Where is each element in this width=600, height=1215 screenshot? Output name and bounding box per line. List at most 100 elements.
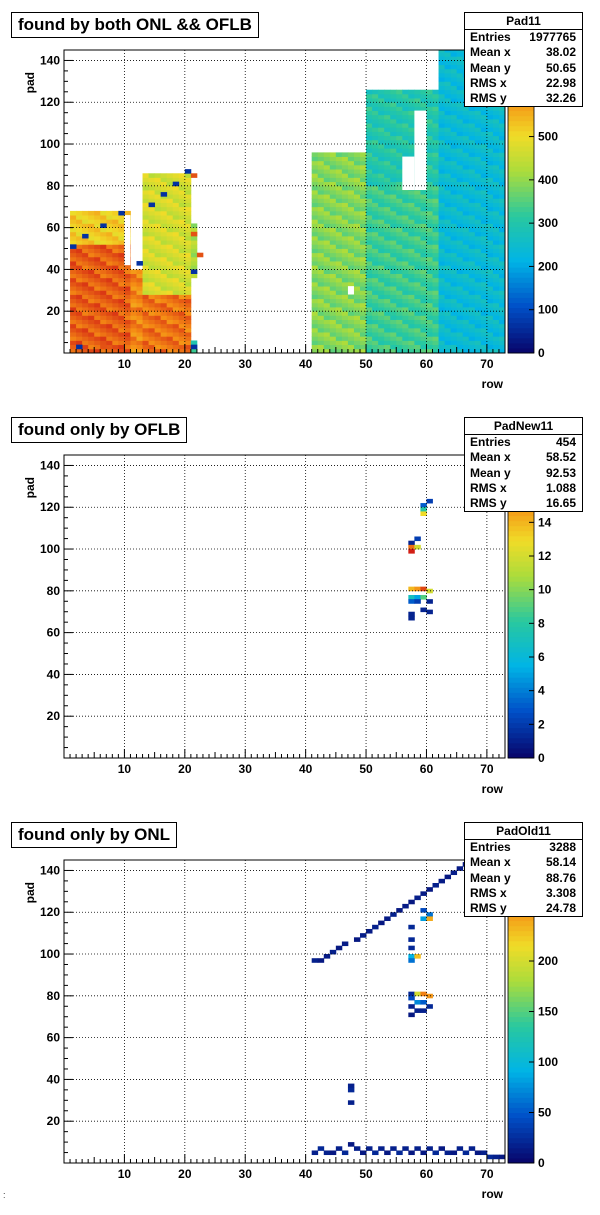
stats-label: Entries [470,840,511,854]
heatmap-cell [341,340,349,346]
heatmap-cell [148,235,156,241]
heatmap-cell [172,332,180,337]
heatmap-cell [408,219,415,224]
heatmap-cell [396,315,403,320]
heatmap-cell [178,340,186,346]
heatmap-cell [190,227,198,233]
heatmap-cell [100,210,107,216]
heatmap-cell [384,148,391,153]
heatmap-cell [414,281,421,287]
heatmap-cell [498,340,505,346]
heatmap-cell [408,127,415,132]
palette-tick-label: 4 [538,684,545,698]
heatmap-cell [486,256,494,262]
heatmap-cell [384,110,391,116]
palette-swatch [508,657,534,663]
heatmap-cell [366,348,373,353]
heatmap-cell [311,265,319,270]
heatmap-cell [106,265,113,270]
heatmap-cell [390,106,397,111]
heatmap-cell [474,332,482,337]
heatmap-cell [390,298,397,304]
heatmap-cell [426,202,433,208]
heatmap-cell [148,210,156,216]
heatmap-cell [323,269,331,274]
heatmap-cell [402,277,409,283]
heatmap-cell [408,265,415,270]
heatmap-cell [480,1150,488,1156]
heatmap-cell [372,194,379,199]
heatmap-cell [166,281,174,287]
heatmap-cell [390,294,397,300]
heatmap-cell [335,323,343,329]
heatmap-cell [329,227,337,233]
heatmap-cell [184,261,192,266]
heatmap-cell [70,323,77,329]
heatmap-cell [438,185,445,191]
heatmap-cell [366,148,373,153]
heatmap-cell [474,252,482,258]
heatmap-cell [498,307,505,312]
heatmap-cell [130,348,137,353]
heatmap-cell [486,327,494,333]
heatmap-cell [378,302,385,308]
heatmap-cell [498,156,505,162]
heatmap-cell [468,114,476,120]
heatmap-cell [184,185,192,191]
heatmap-cell [76,240,83,245]
heatmap-cell [492,307,500,312]
stats-label: Mean y [470,870,511,885]
heatmap-cell [420,1150,427,1156]
heatmap-cell [390,319,397,325]
heatmap-cell [420,235,427,241]
heatmap-cell [347,252,355,258]
heatmap-cell [414,277,421,283]
heatmap-cell [432,114,439,120]
heatmap-cell [106,248,113,254]
heatmap-cell [184,181,192,187]
heatmap-cell [154,332,162,337]
heatmap-cell [468,261,476,266]
x-tick-label: 20 [178,762,192,776]
heatmap-cell [323,332,331,337]
heatmap-cell [378,98,385,103]
heatmap-cell [414,1008,421,1013]
heatmap-cell [148,332,156,337]
heatmap-cell [70,311,77,316]
heatmap-cell [317,311,325,316]
heatmap-cell [76,261,83,266]
stats-label: Mean x [470,450,511,465]
heatmap-cell [426,160,433,166]
heatmap-cell [142,307,149,312]
heatmap-cell [372,164,379,170]
heatmap-cell [402,152,409,157]
heatmap-cell [432,210,439,216]
heatmap-cell [142,202,149,208]
heatmap-cell [112,231,119,237]
heatmap-cell [100,315,107,320]
heatmap-cell [498,294,505,300]
heatmap-cell [444,131,452,137]
heatmap-cell [456,273,464,279]
palette-swatch [508,636,534,643]
heatmap-cell [480,106,488,111]
heatmap-cell [462,227,470,233]
heatmap-cell [474,261,482,266]
palette-swatch [508,966,534,972]
heatmap-cell [70,281,77,287]
heatmap-cell [136,302,143,308]
heatmap-cell [94,252,101,258]
heatmap-cell [450,139,458,145]
heatmap-cell [76,302,83,308]
heatmap-cell [462,118,470,124]
heatmap-cell [154,307,162,312]
heatmap-cell [420,93,427,99]
heatmap-cell [130,290,137,295]
heatmap-cell [480,123,488,128]
heatmap-cell [486,307,494,312]
heatmap-cell [378,348,385,353]
heatmap-cell [190,173,198,178]
heatmap-cell [390,173,397,178]
heatmap-cell [432,131,439,137]
heatmap-cell [408,93,415,99]
